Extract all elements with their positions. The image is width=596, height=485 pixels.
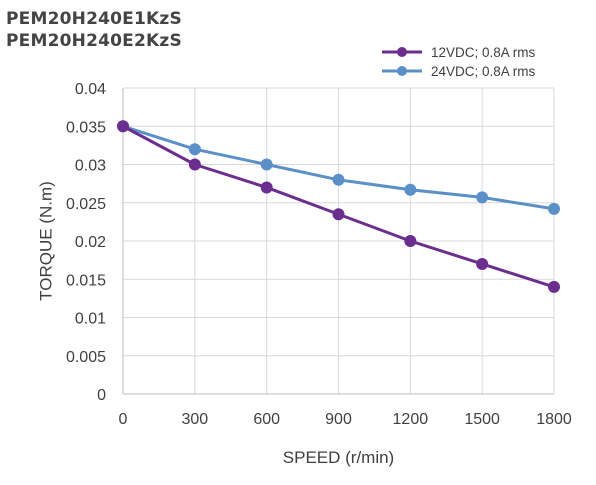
- x-tick-label: 600: [253, 411, 280, 428]
- y-tick-label: 0.02: [75, 234, 106, 251]
- x-tick-label: 1200: [393, 411, 429, 428]
- data-point: [188, 143, 201, 156]
- legend-label: 12VDC; 0.8A rms: [431, 45, 536, 60]
- data-point: [476, 257, 489, 270]
- data-point: [260, 158, 273, 171]
- chart-title-line-1: PEM20H240E1KzS: [6, 9, 182, 29]
- y-tick-label: 0.03: [75, 158, 106, 175]
- data-point: [404, 235, 417, 247]
- x-axis-title: SPEED (r/min): [283, 448, 394, 467]
- chart-title-line-2: PEM20H240E2KzS: [6, 31, 182, 51]
- y-tick-label: 0.04: [75, 81, 106, 98]
- data-point: [548, 280, 560, 293]
- legend-label: 24VDC; 0.8A rms: [431, 64, 536, 79]
- x-tick-label: 0: [119, 411, 128, 428]
- y-tick-label: 0.005: [66, 349, 106, 366]
- y-axis-title: TORQUE (N.m): [36, 181, 55, 301]
- data-point: [332, 208, 345, 221]
- data-point: [548, 202, 560, 215]
- x-tick-label: 1500: [464, 411, 500, 428]
- legend-swatch-marker: [397, 47, 407, 57]
- x-tick-label: 900: [325, 411, 352, 428]
- data-point: [260, 181, 273, 194]
- legend-swatch-marker: [397, 66, 407, 76]
- data-point: [117, 120, 129, 133]
- x-tick-labels: 0 300 600 900 1200 1500 1800: [119, 411, 572, 428]
- data-series: [117, 120, 560, 293]
- x-tick-label: 300: [181, 411, 208, 428]
- data-point: [476, 191, 489, 204]
- chart-titles: PEM20H240E1KzS PEM20H240E2KzS: [6, 8, 182, 52]
- data-point: [332, 173, 345, 186]
- y-tick-label: 0: [97, 387, 106, 404]
- y-tick-label: 0.035: [66, 119, 106, 136]
- y-tick-labels: 0 0.005 0.01 0.015 0.02 0.025 0.03 0.035 0.04: [66, 81, 106, 404]
- y-tick-label: 0.015: [66, 272, 106, 289]
- data-point: [188, 158, 201, 171]
- y-tick-label: 0.025: [66, 196, 106, 213]
- gridlines: [122, 87, 555, 395]
- x-tick-label: 1800: [536, 411, 572, 428]
- axes: [122, 88, 554, 395]
- legend: 12VDC; 0.8A rms 24VDC; 0.8A rms: [382, 45, 536, 79]
- data-point: [404, 183, 417, 196]
- y-tick-label: 0.01: [75, 311, 106, 328]
